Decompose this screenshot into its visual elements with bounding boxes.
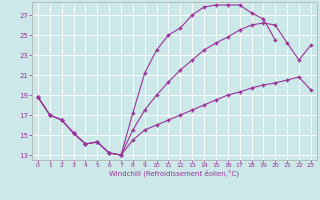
X-axis label: Windchill (Refroidissement éolien,°C): Windchill (Refroidissement éolien,°C)	[109, 170, 239, 177]
